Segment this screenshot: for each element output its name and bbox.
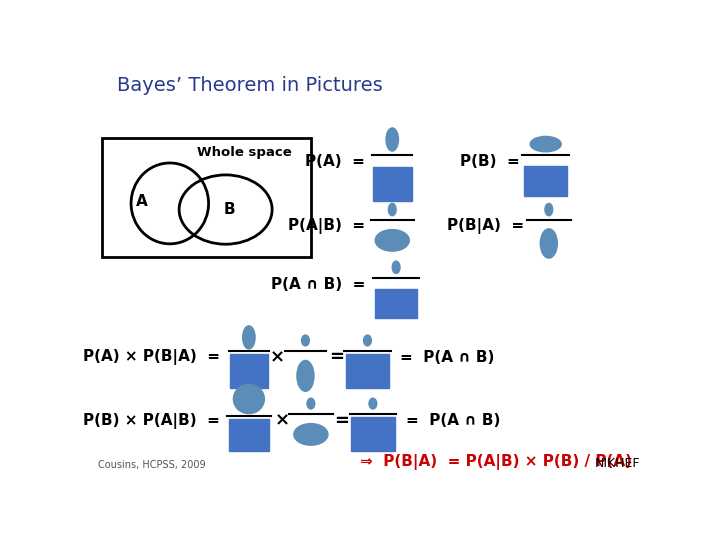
Text: =  P(A ∩ B): = P(A ∩ B): [400, 350, 495, 365]
Text: Bayes’ Theorem in Pictures: Bayes’ Theorem in Pictures: [117, 76, 383, 96]
Text: =  P(A ∩ B): = P(A ∩ B): [406, 413, 500, 428]
FancyBboxPatch shape: [102, 138, 311, 257]
Text: ×: ×: [274, 411, 289, 429]
Text: ⇒  P(B|A)  = P(A|B) × P(B) / P(A): ⇒ P(B|A) = P(A|B) × P(B) / P(A): [360, 454, 631, 470]
Ellipse shape: [540, 229, 557, 258]
Ellipse shape: [302, 335, 310, 346]
Ellipse shape: [243, 326, 255, 349]
Text: P(B) × P(A|B)  =: P(B) × P(A|B) =: [84, 413, 220, 429]
Bar: [229, 419, 269, 451]
Bar: [373, 167, 412, 201]
Text: P(B|A)  =: P(B|A) =: [447, 219, 524, 234]
Text: P(A ∩ B)  =: P(A ∩ B) =: [271, 276, 365, 292]
Text: =: =: [334, 411, 349, 429]
Ellipse shape: [364, 335, 372, 346]
Ellipse shape: [297, 361, 314, 392]
Text: P(A) × P(B|A)  =: P(A) × P(B|A) =: [84, 349, 220, 366]
Ellipse shape: [375, 230, 409, 251]
Text: NIKHEF: NIKHEF: [595, 457, 640, 470]
Bar: [375, 289, 417, 318]
Text: =: =: [329, 348, 344, 367]
Text: A: A: [136, 194, 148, 210]
Bar: [230, 354, 269, 388]
Text: Cousins, HCPSS, 2009: Cousins, HCPSS, 2009: [98, 460, 205, 470]
Ellipse shape: [307, 398, 315, 409]
Ellipse shape: [294, 423, 328, 445]
Text: B: B: [224, 202, 235, 217]
Bar: [351, 417, 395, 451]
Ellipse shape: [388, 204, 396, 215]
Bar: [346, 354, 389, 388]
Ellipse shape: [545, 204, 553, 215]
Text: P(B)  =: P(B) =: [460, 153, 520, 168]
Text: P(A|B)  =: P(A|B) =: [288, 219, 365, 234]
Text: Whole space: Whole space: [197, 146, 292, 159]
Ellipse shape: [392, 261, 400, 273]
Ellipse shape: [369, 398, 377, 409]
Bar: [524, 166, 567, 197]
Ellipse shape: [530, 137, 561, 152]
Text: P(A)  =: P(A) =: [305, 153, 365, 168]
Ellipse shape: [233, 384, 264, 414]
Ellipse shape: [386, 128, 398, 151]
Text: ×: ×: [270, 348, 285, 367]
